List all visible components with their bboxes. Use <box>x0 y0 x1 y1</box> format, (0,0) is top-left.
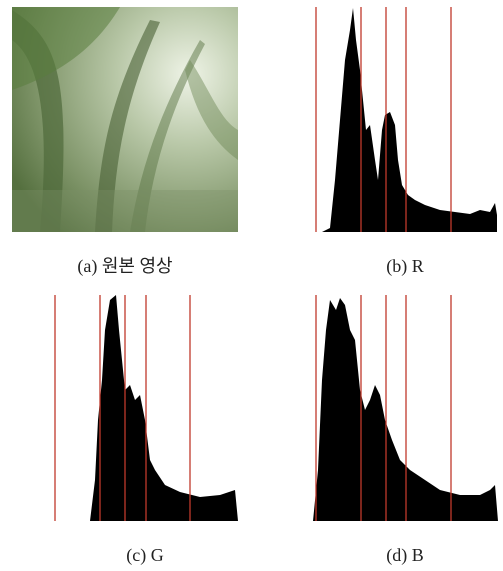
histogram-g <box>54 295 238 521</box>
caption: (c) G <box>126 545 163 566</box>
histogram-r <box>315 7 497 232</box>
photo <box>12 7 238 232</box>
caption: (a) 원본 영상 <box>77 256 172 277</box>
caption: (d) B <box>386 545 424 566</box>
histogram-b <box>313 295 498 521</box>
caption: (b) R <box>386 256 424 277</box>
